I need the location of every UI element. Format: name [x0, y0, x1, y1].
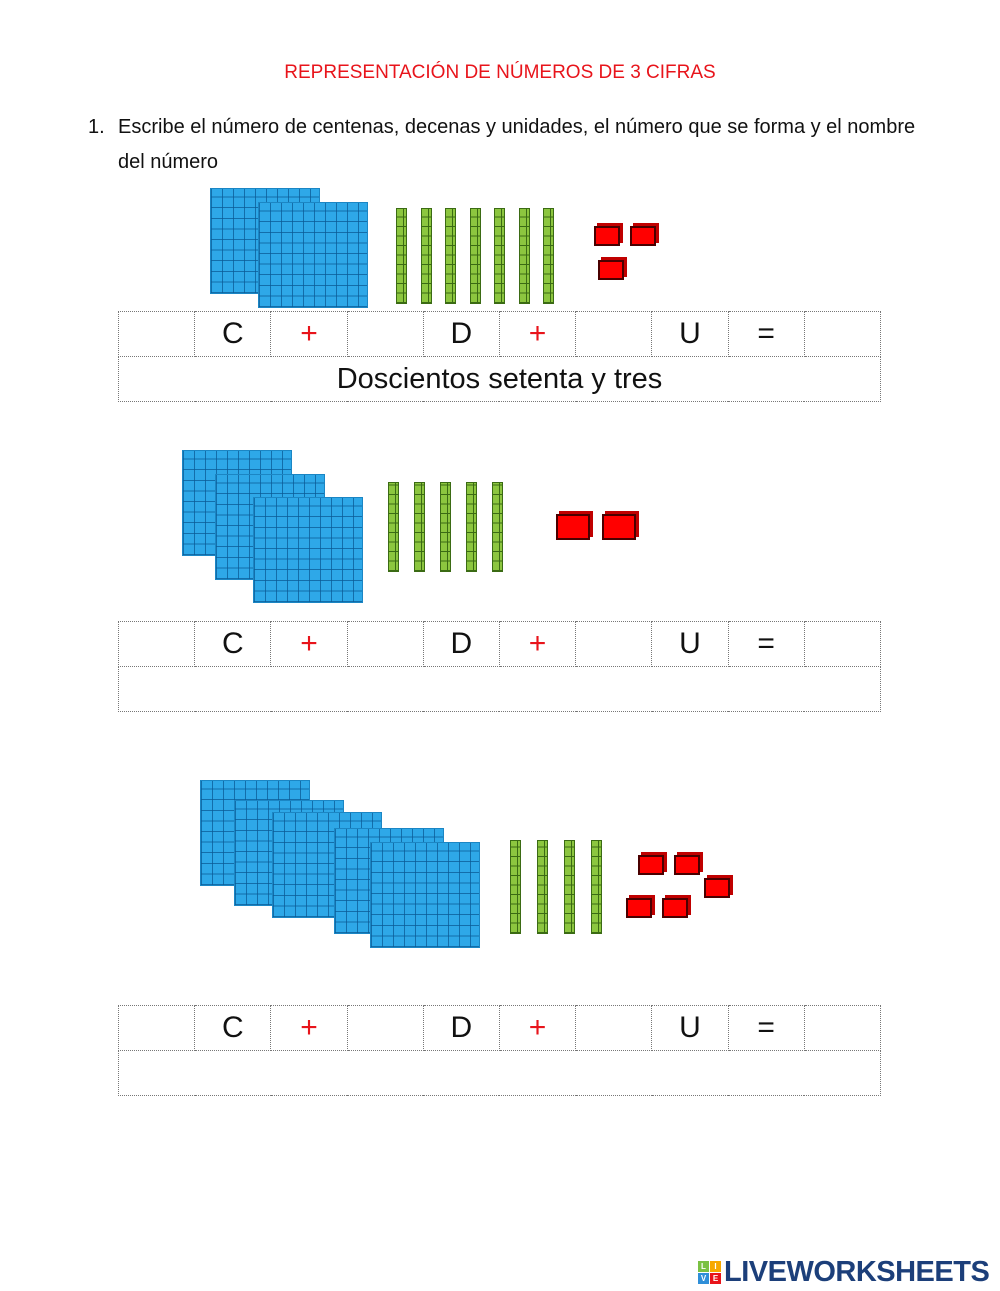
units-cell[interactable]: [575, 621, 656, 667]
name-row: [118, 1050, 884, 1096]
ten-rod-block: [440, 482, 451, 572]
logo-text: LIVEWORKSHEETS: [724, 1256, 990, 1288]
unit-cube-block: [556, 514, 590, 540]
label-u: U: [651, 621, 729, 667]
label-d: D: [422, 1005, 500, 1051]
place-value-row: C + D + U =: [117, 621, 884, 667]
ten-rod-block: [537, 840, 548, 934]
answer-table-1: C + D + U = Doscientos setenta y tres: [117, 311, 884, 402]
unit-cube-block: [662, 898, 688, 918]
worksheet-title: REPRESENTACIÓN DE NÚMEROS DE 3 CIFRAS: [284, 62, 716, 83]
plus-sign: +: [498, 621, 577, 667]
equals-sign: =: [727, 621, 805, 667]
ten-rod-block: [420, 208, 432, 304]
unit-cube-block: [594, 226, 620, 246]
number-name-cell[interactable]: [118, 1050, 884, 1096]
name-row: Doscientos setenta y tres: [118, 356, 881, 402]
tens-input[interactable]: [347, 1005, 427, 1051]
unit-cube-block: [704, 878, 730, 898]
place-value-row: C + D + U =: [117, 311, 884, 357]
ten-rod-block: [591, 840, 602, 934]
ten-rod-block: [510, 840, 521, 934]
hundreds-input[interactable]: [119, 621, 199, 667]
plus-sign: +: [498, 311, 577, 357]
answer-table-3: C + D + U =: [117, 1005, 884, 1096]
ten-rod-block: [396, 208, 407, 304]
tens-cell[interactable]: [346, 311, 427, 357]
label-u: U: [651, 1005, 729, 1051]
number-result-input[interactable]: [804, 311, 884, 357]
ten-rod-block: [466, 482, 477, 572]
label-d: D: [422, 311, 500, 357]
hundred-flat-block: [258, 202, 368, 308]
tens-cell[interactable]: [346, 1005, 427, 1051]
place-value-row: C + D + U =: [117, 1005, 884, 1051]
hundreds-cell[interactable]: [117, 1005, 199, 1051]
ten-rod-block: [414, 482, 425, 572]
number-name-input[interactable]: [119, 666, 884, 712]
number-name-cell[interactable]: [118, 666, 884, 712]
ten-rod-block: [388, 482, 399, 572]
hundreds-cell[interactable]: [117, 311, 199, 357]
hundreds-input[interactable]: [119, 311, 199, 357]
unit-cube-block: [626, 898, 652, 918]
instruction-text: Escribe el número de centenas, decenas y…: [118, 116, 916, 173]
hundreds-input[interactable]: [119, 1005, 199, 1051]
ten-rod-block: [469, 208, 481, 304]
ten-rod-block: [518, 208, 530, 304]
number-result-cell[interactable]: [803, 621, 884, 667]
label-c: C: [194, 311, 272, 357]
number-result-input[interactable]: [804, 621, 884, 667]
equals-sign: =: [727, 1005, 805, 1051]
tens-cell[interactable]: [346, 621, 427, 667]
name-row: [118, 666, 884, 712]
equals-sign: =: [727, 311, 805, 357]
number-result-cell[interactable]: [803, 1005, 884, 1051]
units-input[interactable]: [576, 621, 656, 667]
plus-sign: +: [270, 311, 348, 357]
units-cell[interactable]: [575, 1005, 656, 1051]
answer-table-2: C + D + U =: [117, 621, 884, 712]
ten-rod-block: [492, 482, 503, 572]
label-c: C: [194, 1005, 272, 1051]
hundred-flat-block: [370, 842, 480, 948]
instruction: 1. Escribe el número de centenas, decena…: [88, 110, 938, 180]
plus-sign: +: [270, 621, 348, 667]
instruction-number: 1.: [88, 116, 105, 138]
units-cell[interactable]: [575, 311, 656, 357]
label-d: D: [422, 621, 500, 667]
hundreds-cell[interactable]: [117, 621, 199, 667]
plus-sign: +: [498, 1005, 577, 1051]
ten-rod-block: [543, 208, 554, 304]
unit-cube-block: [598, 260, 624, 280]
unit-cube-block: [638, 855, 664, 875]
label-u: U: [651, 311, 729, 357]
plus-sign: +: [270, 1005, 348, 1051]
number-name-input[interactable]: [119, 1050, 884, 1096]
units-input[interactable]: [576, 1005, 656, 1051]
unit-cube-block: [630, 226, 656, 246]
unit-cube-block: [602, 514, 636, 540]
hundred-flat-block: [253, 497, 363, 603]
tens-input[interactable]: [347, 311, 427, 357]
unit-cube-block: [674, 855, 700, 875]
number-result-input[interactable]: [804, 1005, 884, 1051]
ten-rod-block: [494, 208, 505, 304]
ten-rod-block: [564, 840, 575, 934]
units-input[interactable]: [576, 311, 656, 357]
ten-rod-block: [445, 208, 456, 304]
tens-input[interactable]: [347, 621, 427, 667]
label-c: C: [194, 621, 272, 667]
number-name: Doscientos setenta y tres: [118, 356, 881, 402]
number-result-cell[interactable]: [803, 311, 884, 357]
